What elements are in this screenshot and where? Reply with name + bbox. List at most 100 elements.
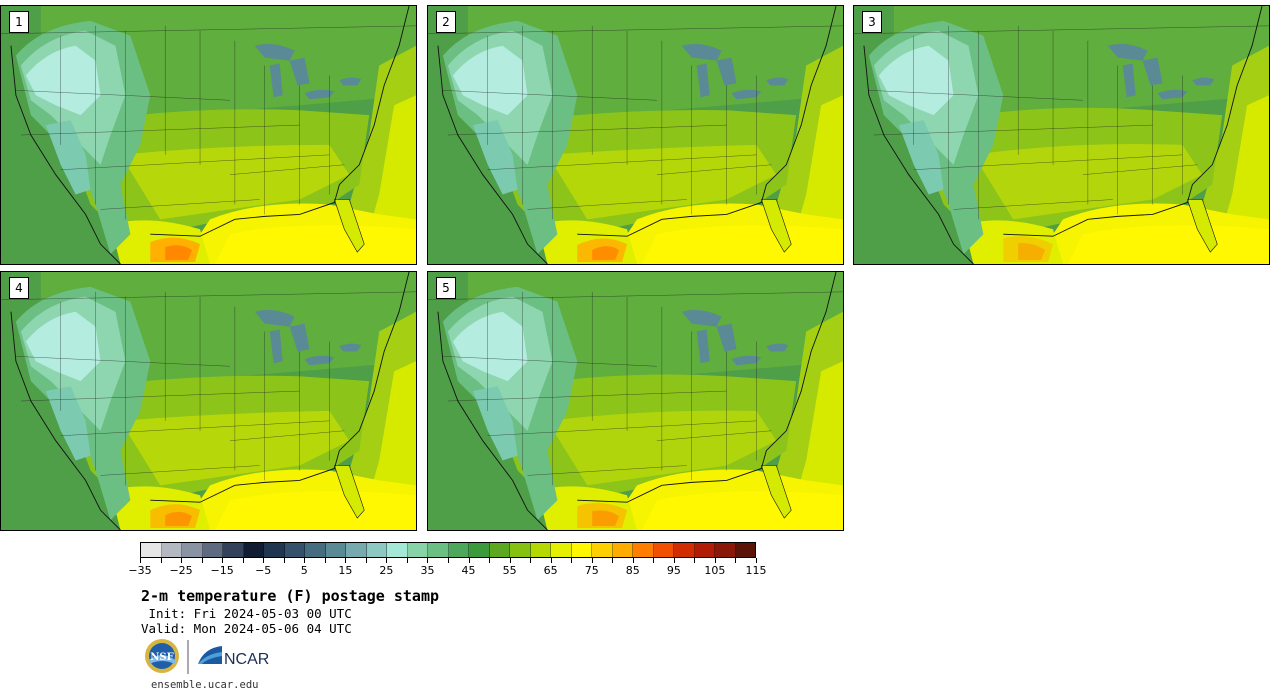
colorbar-tick: [694, 558, 696, 563]
colorbar-swatch: [510, 543, 531, 557]
colorbar-tick-label: 15: [338, 564, 353, 577]
stamp-number: 2: [436, 11, 456, 33]
stamp-number: 4: [9, 277, 29, 299]
colorbar-ticks: −35 −25 −15 −5 5 15 25 35 45 55 65 75 85 95 105 115: [128, 558, 767, 578]
stamp-panel-3[interactable]: 3: [853, 5, 1270, 265]
valid-time: Valid: Mon 2024-05-06 04 UTC: [141, 621, 352, 636]
colorbar-swatch: [428, 543, 449, 557]
colorbar-tick: [160, 558, 162, 563]
temperature-map: [1, 272, 416, 530]
colorbar-tick-label: 75: [584, 564, 599, 577]
stamp-panel-4[interactable]: 4: [0, 271, 417, 531]
page-title: 2-m temperature (F) postage stamp: [141, 587, 440, 605]
colorbar-tick: [550, 558, 552, 563]
colorbar-swatch: [551, 543, 572, 557]
colorbar-tick-label: 55: [502, 564, 517, 577]
colorbar-swatch: [448, 543, 469, 557]
colorbar-tick: [653, 558, 655, 563]
colorbar-tick: [140, 558, 141, 563]
colorbar-swatch: [387, 543, 408, 557]
colorbar-tick-label: −35: [128, 564, 152, 577]
stamp-number: 1: [9, 11, 29, 33]
colorbar-swatch: [202, 543, 223, 557]
stamp-panel-1[interactable]: 1: [0, 5, 417, 265]
colorbar-swatch: [284, 543, 305, 557]
colorbar-swatch: [489, 543, 510, 557]
colorbar-tick-label: 65: [543, 564, 558, 577]
colorbar: [140, 542, 756, 558]
init-time: Init: Fri 2024-05-03 00 UTC: [141, 606, 352, 621]
colorbar-tick: [489, 558, 491, 563]
stamp-number: 3: [862, 11, 882, 33]
colorbar-tick: [632, 558, 634, 563]
colorbar-swatch: [161, 543, 182, 557]
colorbar-tick: [222, 558, 224, 563]
colorbar-tick-label: −25: [169, 564, 193, 577]
stamp-panel-5[interactable]: 5: [427, 271, 844, 531]
colorbar-swatch: [694, 543, 715, 557]
colorbar-tick-label: 105: [704, 564, 726, 577]
colorbar-swatch: [592, 543, 613, 557]
colorbar-tick-label: 85: [625, 564, 640, 577]
colorbar-swatch: [530, 543, 551, 557]
colorbar-swatch: [346, 543, 367, 557]
colorbar-tick: [571, 558, 573, 563]
colorbar-swatch: [735, 543, 755, 557]
colorbar-tick-label: 115: [745, 564, 767, 577]
colorbar-swatch: [325, 543, 346, 557]
colorbar-tick-label: 45: [461, 564, 476, 577]
temperature-map: [428, 6, 843, 264]
colorbar-swatch: [715, 543, 736, 557]
colorbar-tick: [612, 558, 614, 563]
colorbar-tick: [304, 558, 306, 563]
colorbar-tick: [591, 558, 593, 563]
colorbar-swatch: [141, 543, 162, 557]
temperature-map: [854, 6, 1269, 264]
colorbar-tick-label: −15: [210, 564, 234, 577]
colorbar-tick: [201, 558, 203, 563]
colorbar-tick: [324, 558, 326, 563]
colorbar-swatch: [182, 543, 203, 557]
colorbar-tick: [263, 558, 265, 563]
logos: NSF NCAR: [145, 639, 269, 674]
colorbar-tick-label: 95: [666, 564, 681, 577]
colorbar-tick: [530, 558, 532, 563]
colorbar-tick: [468, 558, 470, 563]
colorbar-swatch: [305, 543, 326, 557]
colorbar-swatch: [571, 543, 592, 557]
colorbar-swatch: [243, 543, 264, 557]
temperature-map: [1, 6, 416, 264]
nsf-logo-text: NSF: [150, 652, 173, 663]
colorbar-tick-label: 25: [379, 564, 394, 577]
colorbar-tick: [509, 558, 511, 563]
colorbar-tick: [756, 558, 757, 563]
colorbar-tick: [673, 558, 675, 563]
colorbar-swatch: [407, 543, 428, 557]
colorbar-tick-label: 35: [420, 564, 435, 577]
colorbar-swatch: [674, 543, 695, 557]
colorbar-tick-label: 5: [300, 564, 308, 577]
colorbar-tick: [242, 558, 244, 563]
colorbar-swatch: [612, 543, 633, 557]
colorbar-tick: [386, 558, 388, 563]
source-url: ensemble.ucar.edu: [151, 679, 259, 691]
colorbar-tick: [283, 558, 285, 563]
colorbar-swatch: [469, 543, 490, 557]
colorbar-tick: [735, 558, 737, 563]
stamp-number: 5: [436, 277, 456, 299]
colorbar-tick: [406, 558, 408, 563]
colorbar-tick: [448, 558, 449, 563]
ncar-logo-text: NCAR: [224, 651, 269, 668]
colorbar-tick: [427, 558, 429, 563]
colorbar-swatch: [223, 543, 244, 557]
colorbar-tick: [714, 558, 716, 563]
colorbar-tick: [365, 558, 367, 563]
colorbar-swatch: [633, 543, 654, 557]
colorbar-tick-label: −5: [255, 564, 272, 577]
nsf-logo-icon: NSF: [145, 639, 179, 673]
colorbar-swatch: [264, 543, 285, 557]
stamp-panel-2[interactable]: 2: [427, 5, 844, 265]
colorbar-swatch: [653, 543, 674, 557]
colorbar-tick: [181, 558, 183, 563]
ncar-logo-icon: NCAR: [198, 646, 269, 668]
